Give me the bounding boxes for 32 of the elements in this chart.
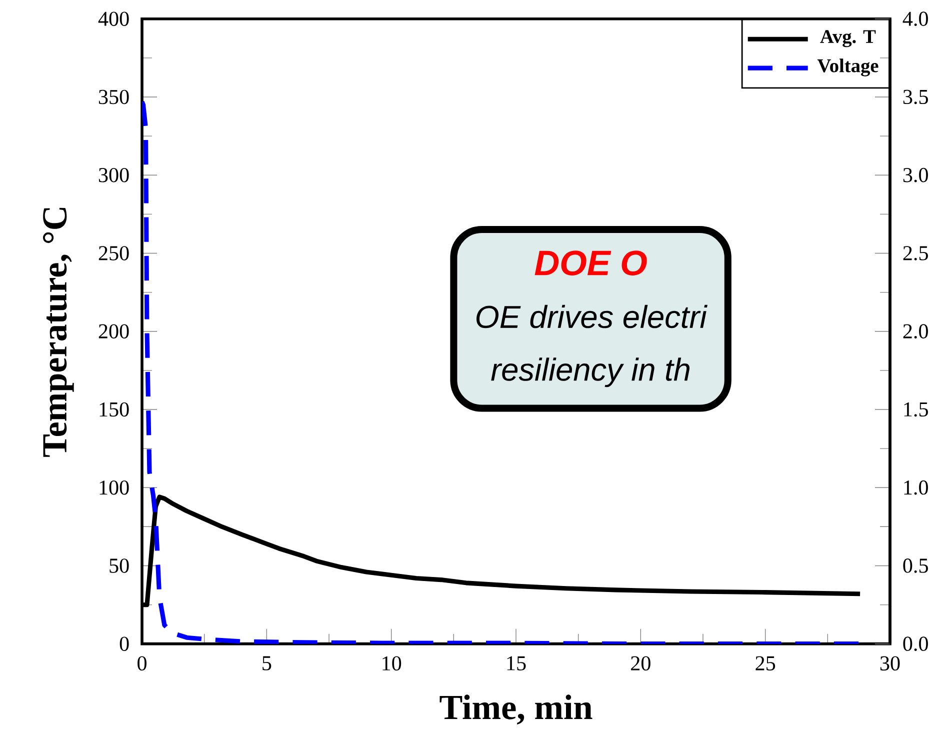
y-tick-label: 100 [100, 480, 129, 495]
y-tick-label: 250 [98, 246, 129, 260]
y2-tick-label: 3.5 [903, 90, 928, 104]
y2-tick-label: 1.5 [904, 402, 928, 417]
y2-tick-label: 4.0 [902, 12, 928, 26]
x-tick-label: 25 [756, 656, 776, 671]
y2-tick-label: 1.0 [904, 480, 928, 495]
y-tick-label: 200 [98, 324, 129, 339]
y-tick-label: 50 [110, 558, 129, 573]
annotation: resiliency in th [491, 358, 690, 388]
y2-tick-label: 3.0 [903, 168, 928, 182]
y2-tick-label: 2.0 [903, 324, 928, 339]
x-tick-label: 15 [507, 656, 526, 670]
y-tick-label: 150 [100, 402, 129, 417]
y-tick-label: 300 [98, 168, 129, 182]
y-axis-title: Temperature, °C [42, 208, 74, 458]
y-tick-label: 400 [98, 12, 129, 26]
x-tick-label: 5 [262, 656, 272, 670]
x-axis-title: Time, min [440, 694, 592, 725]
legend-label: Voltage [817, 58, 878, 76]
x-tick-label: 10 [382, 656, 402, 671]
y2-tick-label: 2.5 [903, 246, 928, 260]
x-tick-label: 20 [631, 656, 650, 671]
legend-label: Avg. T [820, 30, 876, 48]
y2-tick-label: 0.5 [903, 558, 928, 573]
annotation: OE drives electri [476, 304, 708, 328]
x-tick-label: 30 [880, 656, 900, 671]
y-tick-label: 350 [98, 90, 129, 104]
annotation: DOE O [534, 250, 647, 276]
y-tick-label: 0 [120, 636, 129, 652]
y2-tick-label: 0.0 [903, 636, 928, 652]
x-tick-label: 0 [138, 656, 146, 671]
